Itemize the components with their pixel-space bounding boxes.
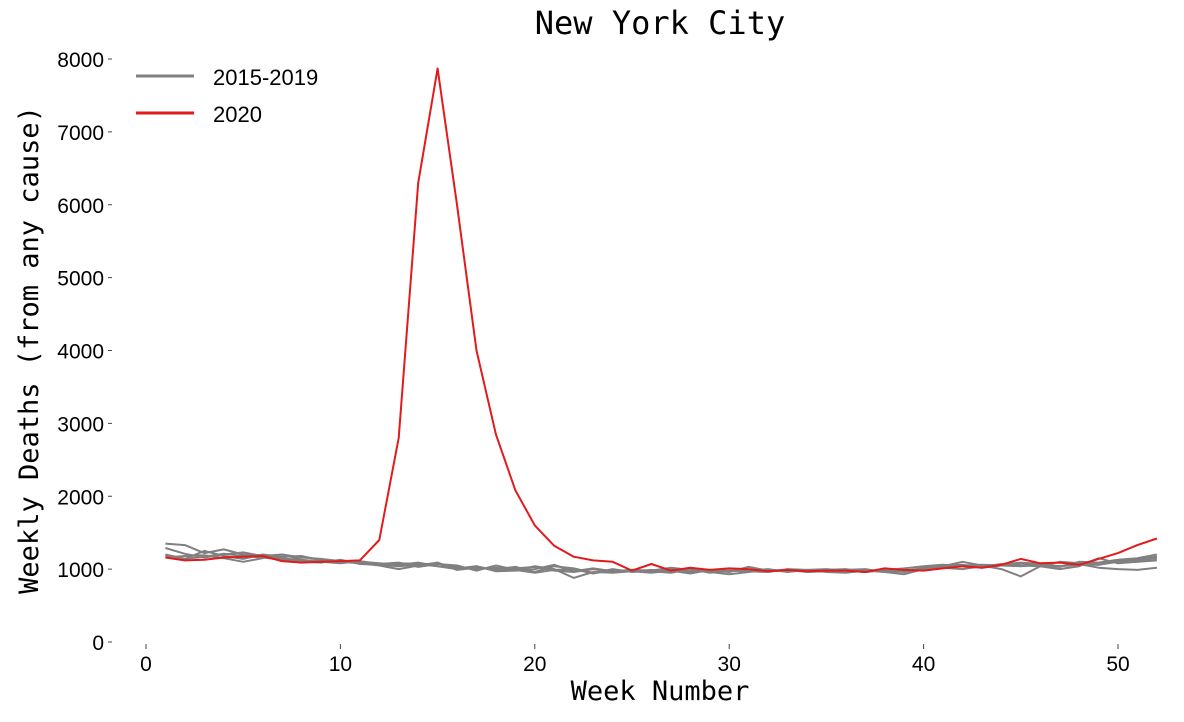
legend-label-2015-2019: 2015-2019 — [213, 65, 318, 90]
y-tick-label: 6000 — [57, 195, 104, 218]
y-tick-label: 8000 — [57, 49, 104, 72]
y-tick-label: 2000 — [57, 486, 104, 509]
x-tick-label: 50 — [1106, 653, 1129, 676]
x-tick-label: 20 — [523, 653, 546, 676]
y-axis-label: Weekly Deaths (from any cause) — [14, 106, 45, 594]
x-tick-label: 10 — [329, 653, 352, 676]
y-tick-label: 4000 — [57, 341, 104, 364]
y-tick-label: 7000 — [57, 122, 104, 145]
y-tick-label: 3000 — [57, 413, 104, 436]
series-line-2020 — [165, 67, 1158, 573]
y-axis: 0 1000 2000 3000 4000 5000 6000 7000 8000 — [57, 49, 112, 655]
plot-area — [165, 67, 1158, 579]
x-tick-label: 40 — [912, 653, 935, 676]
y-tick-label: 5000 — [57, 268, 104, 291]
legend-label-2020: 2020 — [213, 102, 262, 127]
x-tick-label: 0 — [140, 653, 152, 676]
x-axis: 0 10 20 30 40 50 — [140, 644, 1130, 676]
chart-title: New York City — [535, 4, 785, 42]
y-tick-label: 1000 — [57, 559, 104, 582]
y-tick-label: 0 — [92, 632, 104, 655]
legend: 2015-2019 2020 — [136, 65, 318, 127]
x-axis-label: Week Number — [571, 676, 750, 707]
x-tick-label: 30 — [718, 653, 741, 676]
